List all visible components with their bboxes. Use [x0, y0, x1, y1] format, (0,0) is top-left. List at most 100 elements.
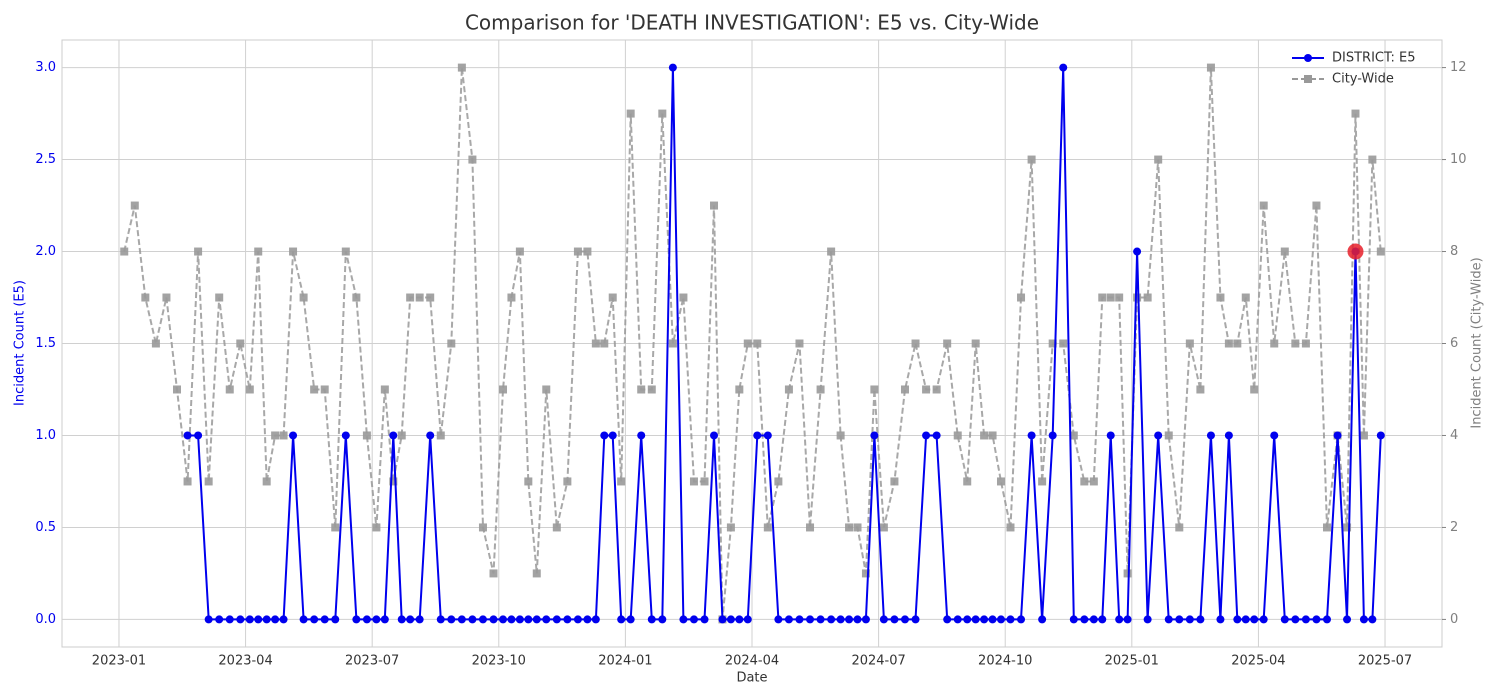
legend: DISTRICT: E5 City-Wide [1292, 51, 1416, 87]
data-point [591, 615, 600, 624]
x-tick-label: 2023-01 [92, 654, 146, 669]
data-point [1368, 615, 1377, 624]
data-point [1206, 63, 1215, 72]
data-point [236, 615, 245, 624]
data-point [1224, 339, 1233, 348]
y-tick-label: 1.5 [35, 336, 56, 351]
data-point [637, 431, 646, 440]
data-point [710, 201, 719, 210]
data-point [331, 615, 340, 624]
data-point [1259, 201, 1268, 210]
data-point [552, 523, 561, 532]
data-point [861, 615, 870, 624]
data-point [1164, 615, 1173, 624]
data-point [1106, 293, 1115, 302]
data-point [890, 615, 899, 624]
data-point [836, 615, 845, 624]
data-point [1154, 155, 1163, 164]
data-point [943, 615, 952, 624]
data-point [1006, 523, 1015, 532]
data-point [1089, 477, 1098, 486]
data-point [608, 431, 617, 440]
data-point [215, 293, 224, 302]
data-point [971, 615, 980, 624]
data-point [710, 431, 719, 440]
data-point [279, 431, 288, 440]
data-point [489, 569, 498, 578]
data-point [1312, 201, 1321, 210]
data-point [1216, 293, 1225, 302]
data-point [890, 477, 899, 486]
data-point [457, 63, 466, 72]
data-point [1089, 615, 1098, 624]
data-point [1164, 431, 1173, 440]
data-point [870, 385, 879, 394]
data-point [489, 615, 498, 624]
data-point [853, 615, 862, 624]
data-point [953, 431, 962, 440]
data-point [583, 247, 592, 256]
data-point [861, 569, 870, 578]
data-point [1343, 615, 1352, 624]
data-point [552, 615, 561, 624]
data-point [617, 477, 626, 486]
data-point [827, 615, 836, 624]
legend-marker [1304, 54, 1312, 62]
data-point [406, 615, 415, 624]
data-point [1359, 615, 1368, 624]
data-point [806, 523, 815, 532]
y2-axis-label: Incident Count (City-Wide) [1470, 257, 1485, 428]
data-point [1359, 431, 1368, 440]
data-point [563, 615, 572, 624]
data-point [468, 155, 477, 164]
data-point [415, 615, 424, 624]
data-point [743, 615, 752, 624]
data-point [726, 615, 735, 624]
data-point [1115, 293, 1124, 302]
data-point [988, 431, 997, 440]
y-tick-label: 2.0 [35, 244, 56, 259]
data-point [922, 431, 931, 440]
data-point [262, 477, 271, 486]
data-point [700, 615, 709, 624]
data-point [1123, 569, 1132, 578]
data-point [225, 615, 234, 624]
data-point [499, 615, 508, 624]
data-point [1017, 293, 1026, 302]
data-point [911, 615, 920, 624]
data-point [753, 431, 762, 440]
data-point [215, 615, 224, 624]
data-point [194, 247, 203, 256]
y2-tick-label: 12 [1450, 60, 1467, 75]
y-tick-label: 1.0 [35, 428, 56, 443]
data-point [700, 477, 709, 486]
data-point [151, 339, 160, 348]
data-point [380, 385, 389, 394]
data-point [900, 385, 909, 394]
data-point [1059, 339, 1068, 348]
data-point [637, 385, 646, 394]
data-point [1098, 615, 1107, 624]
data-point [380, 615, 389, 624]
data-point [591, 339, 600, 348]
data-point [563, 477, 572, 486]
data-point [1006, 615, 1015, 624]
data-point [879, 615, 888, 624]
data-point [1123, 615, 1132, 624]
data-point [397, 615, 406, 624]
data-point [816, 385, 825, 394]
data-point [658, 615, 667, 624]
data-point [415, 293, 424, 302]
data-point [718, 615, 727, 624]
y-axis-label: Incident Count (E5) [13, 280, 28, 406]
data-point [1196, 385, 1205, 394]
data-point [1233, 615, 1242, 624]
data-point [532, 615, 541, 624]
data-point [932, 385, 941, 394]
data-point [963, 615, 972, 624]
data-point [806, 615, 815, 624]
data-point [515, 615, 524, 624]
data-point [1080, 615, 1089, 624]
data-point [245, 385, 254, 394]
data-point [1301, 615, 1310, 624]
